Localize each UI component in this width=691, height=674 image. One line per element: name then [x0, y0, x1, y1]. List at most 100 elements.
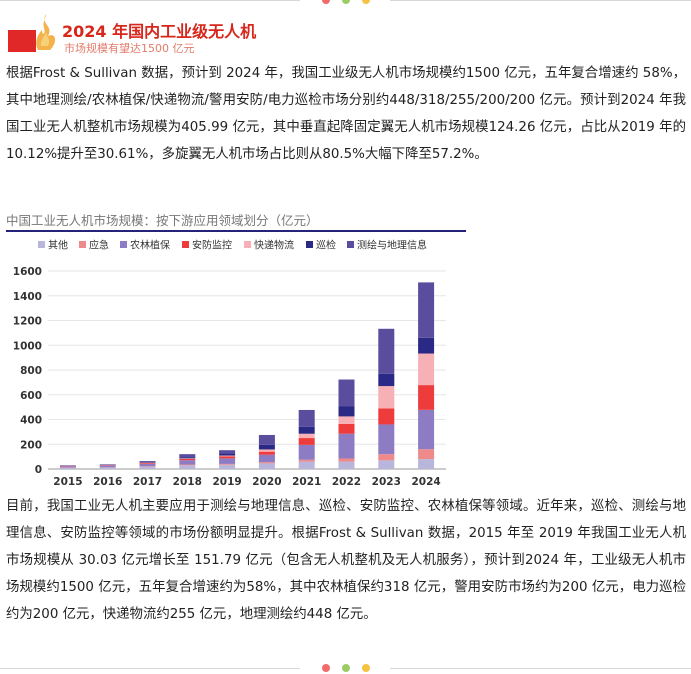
bar-segment — [299, 427, 315, 434]
flame-icon — [32, 12, 60, 52]
legend-swatch — [347, 241, 354, 248]
legend-label: 其他 — [48, 239, 68, 252]
bar-segment — [179, 465, 195, 466]
x-tick-label: 2020 — [252, 476, 281, 488]
page-subtitle: 市场规模有望达1500 亿元 — [64, 40, 195, 56]
bar-segment — [259, 435, 275, 445]
bar-segment — [179, 457, 195, 458]
bar-segment — [259, 463, 275, 469]
y-tick-label: 1000 — [13, 340, 42, 352]
decor-dot — [322, 0, 330, 4]
y-tick-label: 1200 — [13, 316, 42, 328]
legend-swatch — [79, 241, 86, 248]
bar-segment — [418, 449, 434, 459]
bar-segment — [259, 449, 275, 451]
bar-segment — [219, 464, 235, 465]
bar-segment — [418, 338, 434, 354]
bar-segment — [259, 452, 275, 455]
bar-segment — [299, 438, 315, 445]
bar-segment — [259, 455, 275, 462]
y-tick-label: 400 — [20, 415, 42, 427]
legend-label: 应急 — [89, 239, 109, 252]
bar-segment — [219, 457, 235, 459]
bar-segment — [140, 462, 156, 463]
y-tick-label: 800 — [20, 365, 42, 377]
bar-segment — [100, 466, 116, 467]
x-tick-label: 2017 — [133, 476, 162, 488]
y-tick-label: 600 — [20, 390, 42, 402]
x-tick-label: 2021 — [292, 476, 321, 488]
bar-segment — [60, 468, 76, 469]
x-tick-label: 2023 — [372, 476, 401, 488]
x-tick-label: 2019 — [212, 476, 241, 488]
bar-segment — [299, 462, 315, 469]
decor-dot — [342, 0, 350, 4]
legend-swatch — [38, 241, 45, 248]
top-divider — [0, 0, 691, 6]
bar-segment — [378, 460, 394, 469]
bar-segment — [378, 386, 394, 408]
chart-rule — [6, 230, 466, 232]
bar-segment — [339, 434, 355, 459]
legend-swatch — [182, 241, 189, 248]
x-tick-label: 2015 — [53, 476, 82, 488]
bar-segment — [378, 408, 394, 424]
y-tick-label: 200 — [20, 439, 42, 451]
bar-segment — [339, 424, 355, 434]
bar-segment — [179, 458, 195, 459]
bar-segment — [100, 468, 116, 469]
bar-segment — [140, 464, 156, 466]
decor-dot — [362, 0, 370, 4]
legend-label: 农林植保 — [130, 239, 170, 252]
bar-segment — [339, 380, 355, 407]
y-tick-label: 1600 — [13, 266, 42, 278]
bar-segment — [140, 463, 156, 464]
bar-segment — [339, 462, 355, 469]
legend-swatch — [244, 241, 251, 248]
bar-segment — [179, 465, 195, 469]
bar-segment — [378, 424, 394, 454]
bar-segment — [219, 456, 235, 457]
legend-label: 巡检 — [316, 239, 336, 252]
section-header: 2024 年国内工业级无人机 市场规模有望达1500 亿元 — [8, 12, 688, 60]
bar-segment — [179, 460, 195, 464]
bar-segment — [378, 454, 394, 460]
bar-segment — [299, 445, 315, 460]
bar-segment — [219, 453, 235, 455]
bottom-divider — [0, 664, 691, 674]
x-tick-label: 2024 — [411, 476, 440, 488]
legend-label: 快递物流 — [254, 239, 294, 252]
bar-segment — [219, 465, 235, 469]
stacked-bar-chart: 其他应急农林植保安防监控快递物流巡检测绘与地理信息020040060080010… — [6, 234, 466, 492]
x-tick-label: 2022 — [332, 476, 361, 488]
bar-segment — [299, 460, 315, 462]
legend-swatch — [120, 241, 127, 248]
bar-segment — [418, 282, 434, 337]
bar-segment — [140, 461, 156, 462]
bar-segment — [259, 445, 275, 450]
bar-segment — [219, 450, 235, 453]
bar-segment — [418, 354, 434, 386]
page-title: 2024 年国内工业级无人机 — [62, 18, 256, 42]
x-tick-label: 2016 — [93, 476, 122, 488]
bar-segment — [339, 458, 355, 461]
bar-segment — [299, 434, 315, 438]
bar-segment — [418, 385, 434, 410]
legend-label: 安防监控 — [192, 239, 232, 252]
chart-caption: 中国工业无人机市场规模：按下游应用领域划分（亿元） — [6, 210, 319, 229]
bar-segment — [179, 454, 195, 457]
bar-segment — [140, 467, 156, 469]
bar-segment — [378, 329, 394, 374]
legend-label: 测绘与地理信息 — [357, 239, 427, 252]
bar-segment — [339, 416, 355, 423]
bar-segment — [418, 410, 434, 449]
bar-segment — [299, 410, 315, 427]
bar-segment — [179, 459, 195, 460]
bar-segment — [219, 458, 235, 464]
x-tick-label: 2018 — [173, 476, 202, 488]
y-tick-label: 1400 — [13, 291, 42, 303]
bar-segment — [378, 374, 394, 386]
bar-segment — [339, 407, 355, 417]
body-paragraph: 目前，我国工业无人机主要应用于测绘与地理信息、巡检、安防监控、农林植保等领域。近… — [6, 493, 686, 628]
legend-swatch — [306, 241, 313, 248]
